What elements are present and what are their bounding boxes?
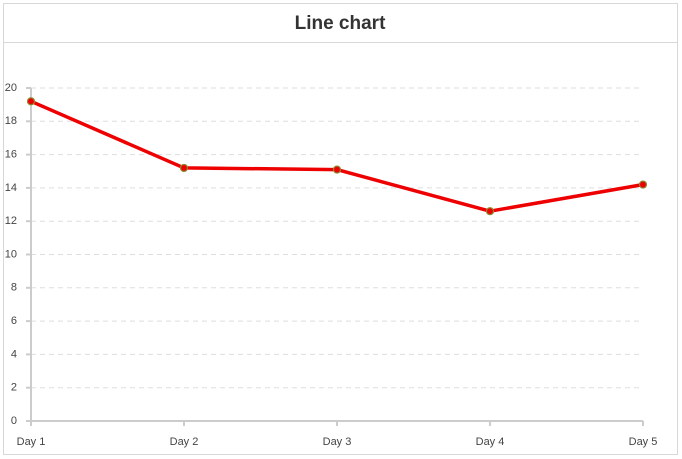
data-point xyxy=(179,163,189,173)
y-tick-label: 20 xyxy=(5,82,17,94)
x-tick-label: Day 2 xyxy=(170,436,199,448)
y-tick-label: 0 xyxy=(11,415,17,427)
y-tick-label: 18 xyxy=(5,115,17,127)
y-tick-label: 4 xyxy=(11,348,17,360)
x-tick-label: Day 5 xyxy=(629,436,658,448)
x-tick-label: Day 4 xyxy=(476,436,505,448)
data-point xyxy=(638,180,648,189)
y-tick-label: 2 xyxy=(11,382,17,394)
y-tick-label: 6 xyxy=(11,315,17,327)
data-point xyxy=(485,207,495,216)
x-tick-label: Day 3 xyxy=(323,436,352,448)
panel xyxy=(3,3,678,455)
data-point xyxy=(332,165,342,174)
x-tick-label: Day 1 xyxy=(17,436,46,448)
y-tick-label: 8 xyxy=(11,282,17,294)
y-tick-label: 12 xyxy=(5,215,17,227)
y-tick-label: 14 xyxy=(5,182,17,194)
y-tick-label: 16 xyxy=(5,149,17,161)
data-point xyxy=(26,97,36,106)
chart-title: Line chart xyxy=(295,13,386,34)
y-tick-label: 10 xyxy=(5,248,17,260)
